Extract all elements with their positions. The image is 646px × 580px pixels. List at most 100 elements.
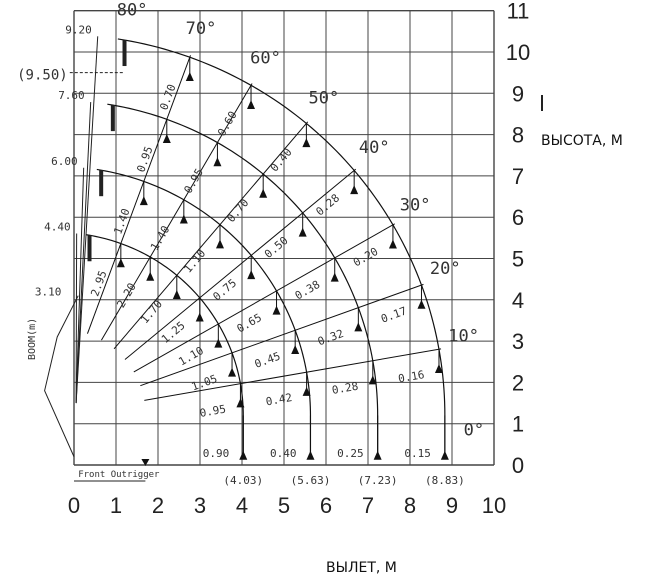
load-value-label: 0.42 bbox=[265, 391, 293, 408]
boom-axis-label: BOOM(m) bbox=[27, 318, 38, 360]
y-tick-label: 3 bbox=[512, 329, 524, 354]
angle-line bbox=[113, 121, 309, 350]
load-value-label: 0.90 bbox=[203, 447, 230, 460]
load-value-label: 0.28 bbox=[331, 380, 359, 397]
load-marker-icon bbox=[162, 134, 171, 144]
outrigger-marker-icon bbox=[141, 459, 150, 466]
load-marker-icon bbox=[272, 305, 281, 315]
load-marker-icon bbox=[368, 375, 377, 385]
load-value-label: 0.25 bbox=[337, 447, 364, 460]
y-tick-label: 7 bbox=[512, 164, 524, 189]
x-tick-label: 6 bbox=[320, 493, 332, 518]
angle-label: 40° bbox=[359, 138, 390, 158]
load-marker-icon bbox=[350, 185, 359, 195]
hook-block-icon bbox=[110, 105, 115, 132]
boom-line bbox=[75, 233, 78, 404]
y-tick-label: 8 bbox=[512, 123, 524, 148]
y-tick-label: 0 bbox=[512, 453, 524, 478]
max-height-label: (9.50) bbox=[17, 68, 68, 84]
load-value-label: 0.40 bbox=[270, 447, 297, 460]
load-value-label: 0.38 bbox=[293, 278, 322, 303]
boom-length-label: 6.00 bbox=[51, 155, 78, 168]
load-marker-icon bbox=[179, 214, 188, 224]
load-marker-icon bbox=[298, 227, 307, 237]
load-value-label: 1.10 bbox=[181, 247, 208, 276]
y-axis-label: ВЫСОТА, М bbox=[541, 133, 623, 149]
load-value-label: 0.70 bbox=[224, 196, 251, 225]
load-value-label: 1.10 bbox=[176, 344, 205, 369]
angle-line bbox=[101, 83, 253, 341]
angle-label: 10° bbox=[448, 327, 479, 347]
load-marker-icon bbox=[146, 271, 155, 281]
angle-label: 0° bbox=[464, 420, 484, 440]
angle-line bbox=[144, 348, 442, 401]
load-value-label: 0.40 bbox=[268, 146, 295, 175]
boom-line bbox=[75, 167, 85, 404]
load-marker-icon bbox=[306, 450, 315, 460]
max-radius-label: (8.83) bbox=[425, 474, 465, 487]
load-marker-icon bbox=[214, 338, 223, 348]
angle-line bbox=[140, 283, 424, 387]
x-tick-label: 10 bbox=[482, 493, 506, 518]
load-value-label: 1.40 bbox=[148, 223, 173, 252]
x-tick-label: 2 bbox=[152, 493, 164, 518]
load-marker-icon bbox=[302, 138, 311, 148]
load-marker-icon bbox=[116, 258, 125, 268]
base-boom-outline bbox=[44, 295, 79, 457]
load-marker-icon bbox=[215, 239, 224, 249]
hook-block-icon bbox=[99, 170, 104, 197]
x-tick-label: 8 bbox=[404, 493, 416, 518]
load-value-label: 0.20 bbox=[351, 245, 380, 270]
y-tick-label: 6 bbox=[512, 205, 524, 230]
load-marker-icon bbox=[195, 312, 204, 322]
max-radius-label: (5.63) bbox=[291, 474, 331, 487]
load-value-label: 0.60 bbox=[215, 109, 240, 138]
load-marker-icon bbox=[330, 272, 339, 282]
y-axis-marker bbox=[541, 95, 543, 111]
hook-block-icon bbox=[122, 40, 127, 67]
load-marker-icon bbox=[213, 157, 222, 167]
angle-label: 60° bbox=[250, 48, 281, 68]
load-marker-icon bbox=[440, 450, 449, 460]
load-value-label: 0.15 bbox=[404, 447, 431, 460]
boom-length-label: 4.40 bbox=[44, 220, 71, 233]
load-value-label: 0.32 bbox=[316, 327, 345, 348]
y-tick-label: 2 bbox=[512, 370, 524, 395]
angle-line bbox=[133, 223, 395, 373]
y-tick-label: 9 bbox=[512, 81, 524, 106]
front-outrigger-label: Front Outrigger bbox=[78, 470, 160, 480]
load-marker-icon bbox=[185, 71, 194, 81]
load-marker-icon bbox=[354, 322, 363, 332]
load-value-label: 0.65 bbox=[235, 311, 264, 336]
x-tick-label: 3 bbox=[194, 493, 206, 518]
load-value-label: 0.95 bbox=[182, 166, 207, 195]
load-marker-icon bbox=[247, 270, 256, 280]
load-marker-icon bbox=[388, 239, 397, 249]
y-tick-label: 4 bbox=[512, 288, 524, 313]
hook-block-icon bbox=[87, 235, 92, 262]
load-value-label: 0.16 bbox=[397, 368, 425, 385]
load-marker-icon bbox=[172, 290, 181, 300]
boom-line bbox=[75, 36, 99, 404]
load-marker-icon bbox=[417, 299, 426, 309]
load-marker-icon bbox=[259, 188, 268, 198]
load-marker-icon bbox=[228, 367, 237, 377]
load-value-label: 2.20 bbox=[114, 281, 139, 310]
x-tick-label: 7 bbox=[362, 493, 374, 518]
load-marker-icon bbox=[139, 196, 148, 206]
boom-line bbox=[75, 102, 92, 404]
load-value-label: 0.50 bbox=[262, 234, 291, 261]
angle-line bbox=[124, 168, 357, 360]
load-value-label: 1.70 bbox=[138, 298, 165, 327]
angle-line bbox=[86, 55, 191, 334]
load-marker-icon bbox=[247, 100, 256, 110]
angle-label: 20° bbox=[430, 259, 461, 279]
load-value-label: 0.28 bbox=[313, 191, 342, 218]
load-value-label: 0.45 bbox=[253, 350, 282, 371]
x-tick-label: 1 bbox=[110, 493, 122, 518]
max-radius-label: (7.23) bbox=[358, 474, 398, 487]
y-tick-label: 11 bbox=[507, 0, 530, 24]
load-marker-icon bbox=[291, 344, 300, 354]
